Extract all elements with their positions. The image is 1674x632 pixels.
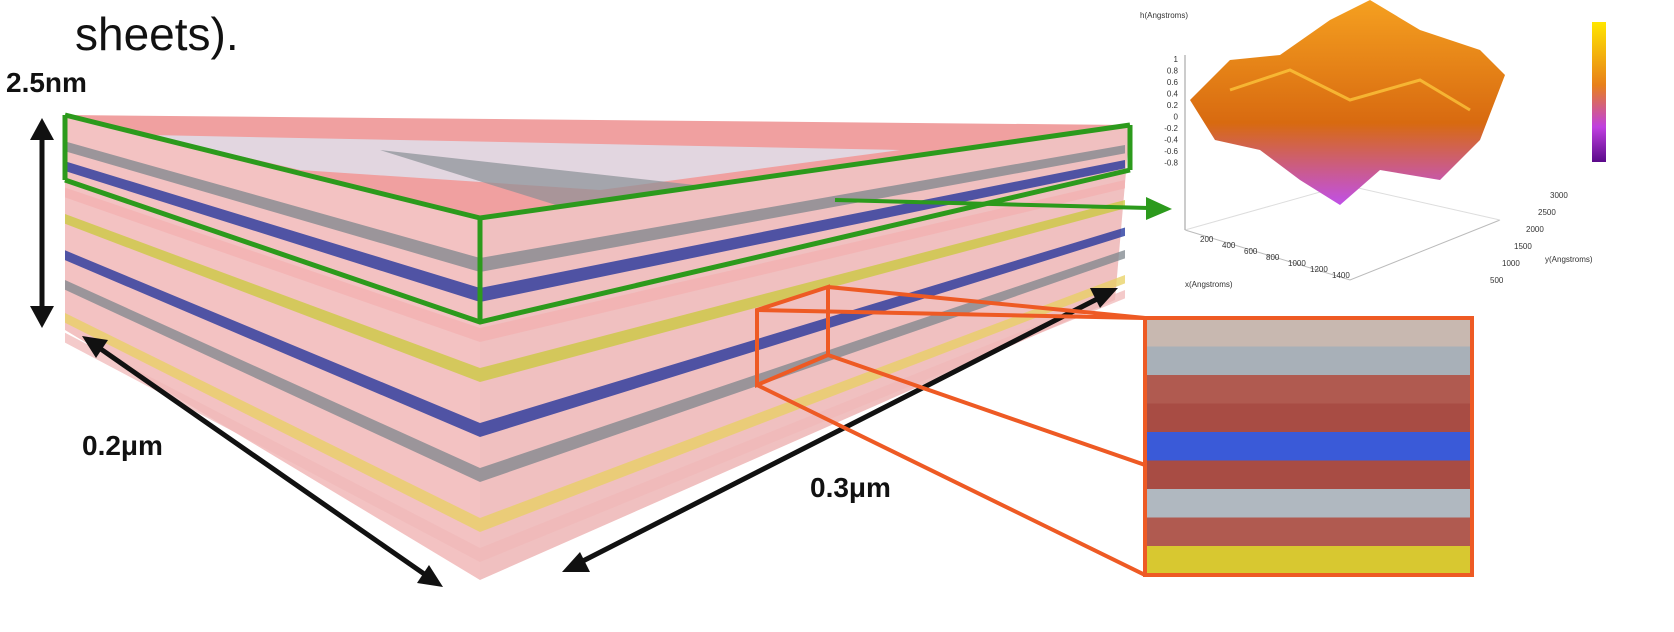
zoom-band [1145,318,1472,347]
x-tick-label: 800 [1266,253,1280,262]
y-axis-label: y(Angstroms) [1545,255,1593,264]
zoom-box [755,284,1146,577]
zoom-inset [1145,318,1472,575]
y-tick-label: 2500 [1538,208,1556,217]
zoom-band [1145,403,1472,433]
y-tick-label: 2000 [1526,225,1544,234]
z-axis-label: h(Angstroms) [1140,11,1188,20]
zoom-band [1145,460,1472,490]
z-tick-label: 0 [1174,113,1179,122]
z-tick-label: 0.6 [1167,78,1179,87]
x-tick-label: 200 [1200,235,1214,244]
green-arrowhead [1146,197,1172,220]
layer-band [65,290,1125,562]
z-tick-label: 0.8 [1167,67,1179,76]
height-label: 2.5nm [6,67,87,98]
layer-band [65,275,1125,532]
y-tick-label: 1000 [1502,259,1520,268]
x-axis-label: x(Angstroms) [1185,280,1233,289]
x-tick-label: 1200 [1310,265,1328,274]
title: sheets). [75,8,239,60]
slab [65,115,1130,580]
dimension-arrows [30,118,1118,587]
zoom-frame [1143,316,1474,577]
zoom-band [1145,489,1472,518]
green-arrow [834,198,1151,210]
layer-band [65,227,1125,437]
zoom-band [1145,546,1472,575]
width-label: 0.3μm [810,472,891,503]
x-tick-label: 1000 [1288,259,1306,268]
x-tick-label: 400 [1222,241,1236,250]
layer-band [65,200,1125,382]
zoom-band [1145,432,1472,461]
z-tick-label: -0.4 [1164,136,1178,145]
y-tick-label: 3000 [1550,191,1568,200]
z-tick-label: -0.6 [1164,147,1178,156]
z-tick-label: -0.8 [1164,159,1178,168]
z-tick-label: -0.2 [1164,124,1178,133]
y-tick-label: 500 [1490,276,1504,285]
x-tick-label: 600 [1244,247,1258,256]
surface-plot: h(Angstroms) x(Angstroms) y(Angstroms) 1… [1140,0,1606,289]
depth-label: 0.2μm [82,430,163,461]
zoom-band [1145,517,1472,547]
z-tick-label: 0.4 [1167,90,1179,99]
zoom-band [1145,375,1472,404]
zoom-band [1145,346,1472,376]
z-tick-label: 1 [1174,55,1179,64]
z-tick-label: 0.2 [1167,101,1179,110]
y-tick-label: 1500 [1514,242,1532,251]
layer-band [65,250,1125,482]
layer-band [65,180,1125,342]
layer-band [65,141,1125,272]
layer-band [65,160,1125,302]
x-tick-label: 1400 [1332,271,1350,280]
